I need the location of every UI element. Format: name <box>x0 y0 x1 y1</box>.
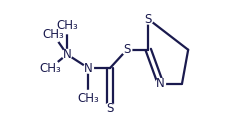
Text: N: N <box>84 62 93 75</box>
Circle shape <box>80 90 97 107</box>
Text: CH₃: CH₃ <box>39 62 61 75</box>
Circle shape <box>122 45 132 55</box>
Text: S: S <box>145 13 152 26</box>
Circle shape <box>105 103 115 113</box>
Circle shape <box>156 79 166 88</box>
Circle shape <box>45 26 62 43</box>
Circle shape <box>143 14 153 24</box>
Text: CH₃: CH₃ <box>56 19 78 32</box>
Text: N: N <box>156 77 165 90</box>
Circle shape <box>41 59 59 77</box>
Text: CH₃: CH₃ <box>42 28 64 41</box>
Circle shape <box>84 63 93 73</box>
Text: CH₃: CH₃ <box>78 92 99 105</box>
Text: S: S <box>123 43 131 56</box>
Text: N: N <box>63 48 71 61</box>
Circle shape <box>59 17 76 34</box>
Circle shape <box>62 49 72 59</box>
Text: S: S <box>106 102 114 115</box>
